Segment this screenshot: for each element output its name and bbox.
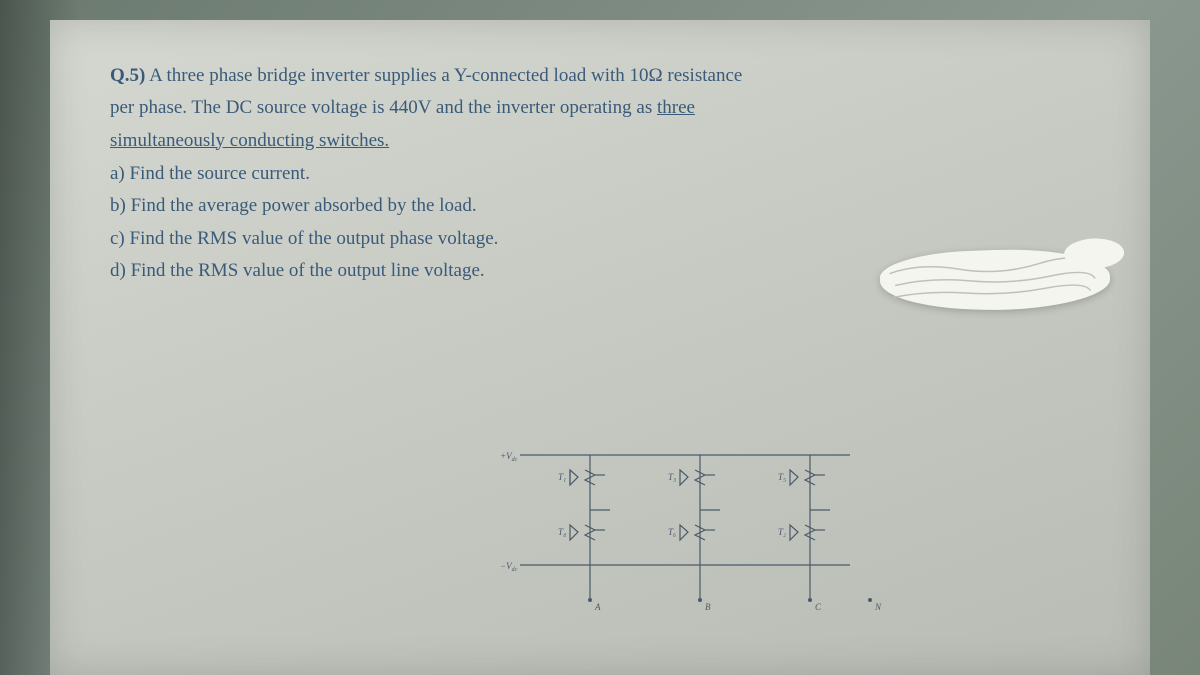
part-b: b) Find the average power absorbed by th… bbox=[110, 191, 1090, 221]
question-statement: Q.5) A three phase bridge inverter suppl… bbox=[110, 60, 1090, 157]
underlined-1: three bbox=[657, 97, 695, 118]
terminal-b: B bbox=[705, 602, 711, 612]
svg-text:T₃: T₃ bbox=[668, 472, 676, 482]
svg-text:T₁: T₁ bbox=[558, 472, 566, 482]
underlined-2: simultaneously conducting switches. bbox=[110, 130, 389, 151]
question-line2: per phase. The DC source voltage is 440V… bbox=[110, 97, 652, 118]
switch-t3: T₃ bbox=[668, 470, 715, 485]
part-a: a) Find the source current. bbox=[110, 159, 1090, 189]
rail-top-label: +Vdc bbox=[500, 451, 518, 463]
circuit-diagram: +Vdc −Vdc T₁ T₄ bbox=[470, 435, 920, 615]
terminal-n: N bbox=[874, 602, 882, 612]
svg-text:T₂: T₂ bbox=[778, 527, 786, 537]
svg-text:T₄: T₄ bbox=[558, 527, 566, 537]
switch-t2: T₂ bbox=[778, 525, 825, 540]
exam-paper: Q.5) A three phase bridge inverter suppl… bbox=[50, 20, 1150, 675]
svg-text:T₆: T₆ bbox=[668, 527, 676, 537]
question-number: Q.5) bbox=[110, 65, 145, 86]
svg-text:T₅: T₅ bbox=[778, 472, 786, 482]
switch-t5: T₅ bbox=[778, 470, 825, 485]
rail-bottom-label: −Vdc bbox=[500, 561, 518, 573]
terminal-c: C bbox=[815, 602, 822, 612]
switch-t4: T₄ bbox=[558, 525, 605, 540]
switch-t1: T₁ bbox=[558, 470, 605, 485]
switch-t6: T₆ bbox=[668, 525, 715, 540]
part-c: c) Find the RMS value of the output phas… bbox=[110, 224, 1090, 254]
whiteout-correction bbox=[879, 246, 1111, 314]
question-line1: A three phase bridge inverter supplies a… bbox=[149, 65, 742, 86]
terminal-a: A bbox=[594, 602, 601, 612]
